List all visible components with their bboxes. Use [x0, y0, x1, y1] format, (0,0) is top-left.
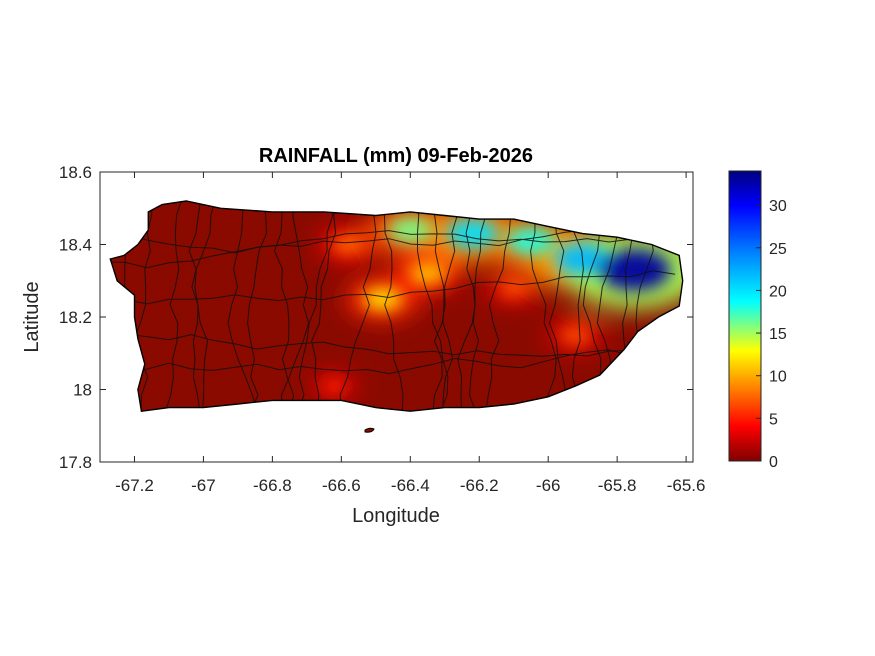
colorbar-tick-label: 15 — [769, 326, 787, 343]
colorbar-ticks: 0 5 10 15 20 25 30 — [756, 198, 787, 471]
chart-title: RAINFALL (mm) 09-Feb-2026 — [259, 145, 533, 167]
rainfall-core — [331, 234, 365, 255]
rainfall-core — [560, 325, 592, 345]
rainfall-core — [387, 216, 434, 244]
municipality-boundary — [432, 201, 458, 412]
rainfall-core — [408, 262, 447, 285]
y-axis-label: Latitude — [21, 281, 43, 352]
x-tick-label: -65.6 — [667, 476, 706, 495]
municipality-boundary — [485, 201, 518, 412]
rainfall-field — [110, 201, 683, 412]
colorbar-tick-label: 5 — [769, 411, 778, 428]
x-tick-label: -65.8 — [598, 476, 637, 495]
municipality-boundary — [110, 270, 676, 305]
colorbar-gradient — [728, 170, 762, 462]
municipality-boundary — [110, 230, 676, 269]
municipality-boundary — [570, 201, 584, 412]
municipality-boundary — [412, 201, 449, 412]
x-tick-label: -67.2 — [115, 476, 154, 495]
rainfall-core — [363, 287, 403, 311]
municipality-boundary — [281, 201, 310, 412]
municipality-boundary — [227, 201, 259, 412]
colorbar-tick-label: 30 — [769, 198, 787, 215]
y-tick-label: 18.2 — [59, 308, 92, 327]
municipality-boundary — [110, 333, 676, 357]
x-tick-label: -66.4 — [391, 476, 430, 495]
municipality-boundary — [548, 201, 567, 412]
colorbar-tick-label: 20 — [769, 283, 787, 300]
municipality-boundary — [194, 201, 216, 412]
municipality-boundary — [297, 201, 334, 412]
municipality-boundary — [433, 201, 454, 412]
x-tick-label: -66 — [536, 476, 561, 495]
colorbar: 0 5 10 15 20 25 30 — [728, 170, 787, 471]
municipality-boundaries — [110, 201, 676, 412]
x-tick-label: -66.6 — [322, 476, 361, 495]
rainfall-core — [597, 249, 671, 291]
x-tick-label: -66.2 — [460, 476, 499, 495]
municipality-boundary — [164, 201, 183, 412]
y-tick-label: 17.8 — [59, 453, 92, 472]
municipality-boundary — [339, 201, 377, 412]
island-coastline — [109, 200, 684, 412]
colorbar-tick-label: 10 — [769, 369, 787, 386]
municipality-boundary — [311, 201, 343, 412]
rainfall-core — [498, 278, 530, 298]
municipality-boundary — [132, 201, 153, 412]
x-tick-label: -66.8 — [253, 476, 292, 495]
x-axis: -67.2 -67 -66.8 -66.6 -66.4 -66.2 -66 -65.8 -65.… — [115, 172, 705, 495]
y-tick-label: 18 — [73, 381, 92, 400]
colorbar-tick-label: 0 — [769, 454, 778, 471]
y-tick-label: 18.4 — [59, 236, 92, 255]
small-island — [364, 427, 375, 433]
municipality-boundary — [247, 201, 268, 412]
y-axis: 17.8 18 18.2 18.4 18.6 — [59, 163, 693, 472]
municipality-boundary — [457, 201, 494, 412]
municipality-boundary — [273, 201, 295, 412]
municipality-boundary — [383, 201, 404, 412]
rainfall-core — [320, 377, 349, 395]
y-tick-label: 18.6 — [59, 163, 92, 182]
municipality-boundary — [110, 343, 676, 375]
x-axis-label: Longitude — [352, 505, 440, 527]
colorbar-tick-label: 25 — [769, 241, 787, 258]
x-tick-label: -67 — [191, 476, 216, 495]
municipality-boundary — [530, 201, 557, 412]
